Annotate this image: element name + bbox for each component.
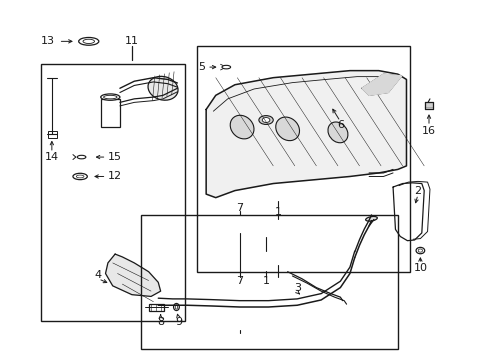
- Polygon shape: [361, 74, 401, 95]
- Text: 3: 3: [293, 283, 300, 293]
- Ellipse shape: [79, 37, 99, 45]
- Ellipse shape: [103, 95, 117, 99]
- Text: 13: 13: [41, 36, 55, 46]
- Ellipse shape: [262, 118, 269, 122]
- Text: 6: 6: [336, 120, 343, 130]
- Ellipse shape: [173, 303, 179, 311]
- Bar: [101, 99, 120, 127]
- Ellipse shape: [76, 175, 84, 178]
- Text: 2: 2: [413, 186, 421, 195]
- Text: 15: 15: [108, 152, 122, 162]
- Bar: [196, 46, 409, 272]
- Ellipse shape: [258, 116, 273, 125]
- Text: 7: 7: [236, 203, 243, 213]
- Polygon shape: [206, 71, 406, 198]
- Ellipse shape: [230, 115, 253, 139]
- Text: 1: 1: [262, 275, 269, 285]
- Ellipse shape: [83, 39, 94, 44]
- Ellipse shape: [101, 94, 120, 100]
- Text: 9: 9: [174, 317, 182, 327]
- Text: 11: 11: [124, 36, 139, 46]
- Text: 16: 16: [421, 126, 435, 136]
- Bar: [141, 215, 397, 349]
- Ellipse shape: [415, 247, 424, 254]
- Ellipse shape: [73, 173, 87, 180]
- Ellipse shape: [417, 249, 422, 252]
- Ellipse shape: [327, 122, 347, 143]
- Bar: [41, 64, 184, 321]
- Ellipse shape: [77, 155, 86, 159]
- Text: 1: 1: [274, 207, 281, 217]
- Text: 8: 8: [157, 317, 164, 327]
- Bar: [148, 304, 163, 311]
- Bar: [48, 131, 57, 138]
- Ellipse shape: [365, 216, 377, 221]
- Ellipse shape: [222, 66, 230, 69]
- Polygon shape: [105, 254, 160, 296]
- Text: 5: 5: [198, 62, 205, 72]
- Ellipse shape: [275, 117, 299, 141]
- Text: 7: 7: [236, 275, 243, 285]
- Ellipse shape: [175, 305, 177, 309]
- Text: 14: 14: [45, 152, 59, 162]
- Text: 12: 12: [108, 171, 122, 181]
- Text: 4: 4: [95, 270, 102, 280]
- Text: 10: 10: [412, 263, 427, 273]
- Ellipse shape: [148, 76, 178, 100]
